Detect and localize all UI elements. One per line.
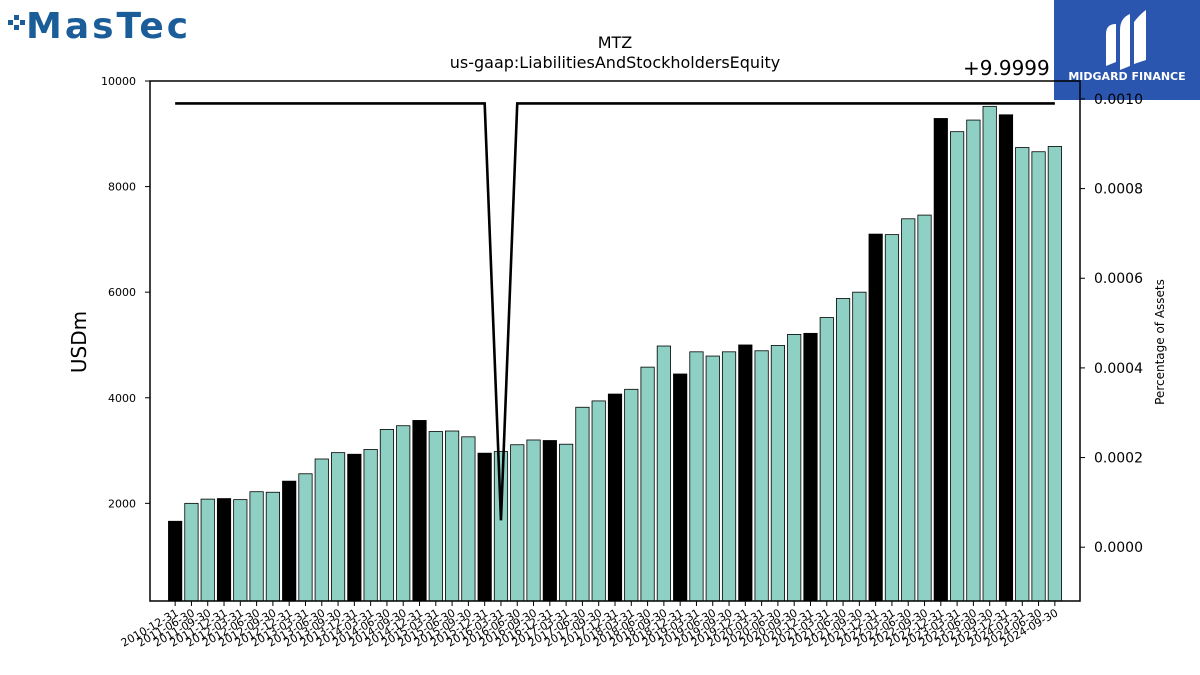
y-tick-label: 8000 [108,181,136,194]
bar-2016-06-30 [510,444,525,602]
percentage-line [175,102,1055,521]
bar-2020-03-31 [754,350,769,602]
bar-2014-09-30 [396,425,411,602]
bar-2013-06-30 [314,458,329,602]
midgard-logo-text: MIDGARD FINANCE [1068,70,1185,83]
bar-2013-09-30 [330,452,346,602]
bar-2018-12-31 [673,373,688,602]
bar-2024-03-31 [1015,147,1030,602]
bar-2018-09-30 [656,345,671,602]
bar-2011-06-30 [184,502,199,602]
bar-2021-03-31 [819,317,834,602]
bar-2017-06-30 [575,406,590,602]
bar-2021-06-30 [835,298,851,602]
axes: 2000 4000 6000 8000 10000 0.0000 0.0002 0.0004 0… [101,75,1143,650]
line-layer [175,102,1055,521]
bar-2017-09-30 [591,400,606,602]
y-tick-label: 4000 [108,392,136,405]
bar-2023-03-31 [950,131,965,602]
bar-2017-03-31 [559,443,574,602]
bar-2019-12-31 [738,344,753,602]
mastec-logo-text: MasTec [26,6,188,44]
bar-2020-09-30 [787,333,802,602]
bar-2023-12-31 [998,114,1014,602]
bar-2019-03-31 [689,351,704,602]
mastec-logo: MasTec [8,6,188,44]
mastec-logo-mark [8,15,25,30]
bar-2016-03-31 [493,451,509,602]
bar-2021-09-30 [852,291,867,602]
bar-2017-12-31 [607,393,623,602]
bar-2014-12-31 [412,420,427,602]
bar-2023-06-30 [966,119,981,602]
chart-subtitle: us-gaap:LiabilitiesAndStockholdersEquity [450,53,781,72]
bar-2015-12-31 [477,452,492,602]
bar-2010-12-31 [168,520,183,602]
y2-tick-label: 0.0006 [1094,271,1143,287]
chart-title: MTZ [598,33,633,52]
bar-2013-12-31 [347,453,362,602]
bar-2023-09-30 [982,105,997,602]
y-tick-label: 2000 [108,497,136,510]
bar-2012-03-31 [233,499,248,602]
bar-2019-06-30 [705,355,720,602]
bar-2016-09-30 [526,439,541,602]
bar-2021-12-31 [868,233,883,602]
y-axis-label: USDm [67,311,91,373]
midgard-emblem-icon [1106,10,1146,70]
y2-tick-label: 0.0008 [1094,182,1143,198]
bars-layer [168,105,1062,602]
bar-2014-06-30 [379,429,395,602]
bar-2022-03-31 [884,234,900,602]
bar-2013-03-31 [298,473,313,602]
bar-2022-09-30 [917,214,932,602]
midgard-finance-logo: MIDGARD FINANCE [1054,0,1200,100]
bar-2019-09-30 [721,351,737,602]
bar-2018-06-30 [640,366,655,602]
bar-2020-06-30 [770,345,785,602]
bar-2024-09-30 [1047,146,1062,602]
bar-2011-09-30 [200,498,215,602]
bar-2011-12-31 [216,498,232,602]
bar-2022-06-30 [901,218,916,602]
bar-2015-06-30 [445,430,460,602]
y2-axis-label: Percentage of Assets [1153,279,1167,405]
y2-tick-label: 0.0002 [1094,451,1143,467]
bar-2020-12-31 [803,332,818,602]
bar-2022-12-31 [933,118,948,602]
bar-2012-06-30 [249,491,264,602]
bar-2014-03-31 [363,449,378,602]
y2-tick-label: 0.0004 [1094,361,1143,377]
bar-2012-09-30 [265,491,280,602]
y2-tick-label: 0.0000 [1094,540,1143,556]
bar-2012-12-31 [282,480,297,602]
y-tick-label: 6000 [108,286,136,299]
bar-2015-09-30 [461,436,476,602]
bar-2015-03-31 [428,431,443,602]
bar-2018-03-31 [624,388,639,602]
y-tick-label: 10000 [101,75,136,88]
y2-offset-text: +9.9999 [963,56,1050,80]
bar-2016-12-31 [542,440,557,602]
y2-tick-label: 0.0010 [1094,92,1143,108]
bar-2024-06-30 [1031,151,1046,602]
